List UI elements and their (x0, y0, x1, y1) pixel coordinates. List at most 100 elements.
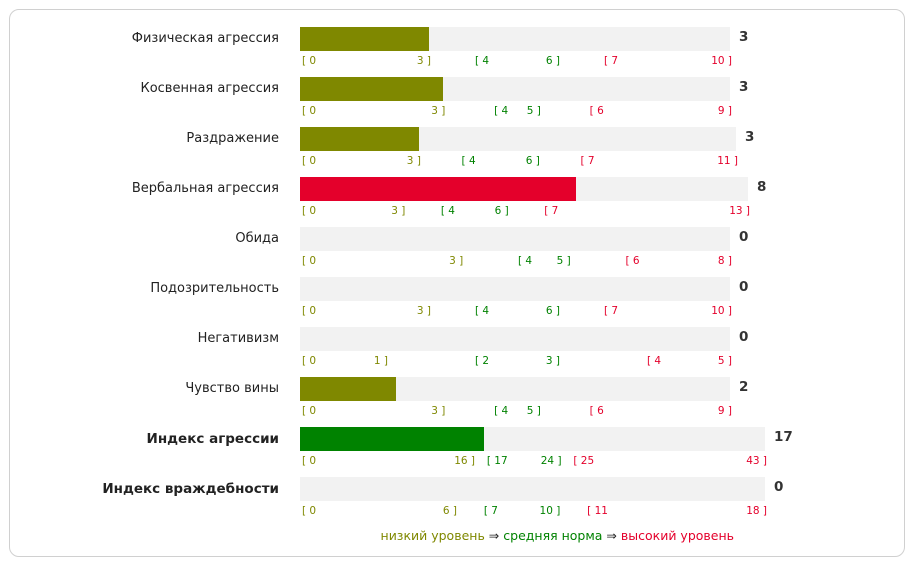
scale-bar (300, 27, 429, 51)
tick-label-low-end: 3 ] (431, 405, 446, 417)
legend-high: высокий уровень (620, 528, 734, 543)
tick-label-low-start: [ 0 (302, 205, 317, 217)
scale-label: Чувство вины (185, 381, 279, 396)
scale-value: 17 (774, 429, 793, 445)
tick-label-high-end: 13 ] (729, 205, 750, 217)
scale-row: Косвенная агрессия 3 [ 0 3 ] [ 4 5 ] [ 6 9 ] (0, 75, 913, 125)
legend-arrow-2: ⇒ (606, 528, 617, 543)
tick-label-low-end: 3 ] (391, 205, 406, 217)
tick-label-low-end: 3 ] (449, 255, 464, 267)
tick-label-mid-end: 10 ] (539, 505, 561, 517)
tick-label-high-start: [ 4 (647, 355, 662, 367)
tick-label-low-start: [ 0 (302, 305, 317, 317)
scale-bar (300, 127, 419, 151)
scale-label: Негативизм (197, 331, 279, 346)
tick-label-low-end: 3 ] (431, 105, 446, 117)
tick-label-low-start: [ 0 (302, 255, 317, 267)
tick-label-low-start: [ 0 (302, 505, 317, 517)
scale-track (300, 327, 730, 351)
tick-label-high-start: [ 25 (573, 455, 595, 467)
tick-label-low-start: [ 0 (302, 405, 317, 417)
tick-label-mid-end: 5 ] (526, 105, 541, 117)
tick-label-low-end: 3 ] (416, 305, 431, 317)
scale-value: 0 (739, 329, 749, 345)
tick-label-mid-start: [ 4 (518, 255, 533, 267)
scale-label: Раздражение (186, 131, 279, 146)
tick-label-mid-start: [ 4 (461, 155, 476, 167)
tick-label-mid-end: 5 ] (526, 405, 541, 417)
legend: низкий уровень ⇒ средняя норма ⇒ высокий… (0, 528, 734, 543)
tick-label-high-end: 11 ] (717, 155, 738, 167)
scale-bar (300, 77, 444, 101)
tick-label-mid-end: 3 ] (545, 355, 560, 367)
scale-row: Вербальная агрессия 8 [ 0 3 ] [ 4 6 ] [ 7 13 ] (0, 175, 913, 225)
scale-label: Подозрительность (150, 281, 279, 296)
legend-arrow-1: ⇒ (488, 528, 500, 543)
tick-label-high-end: 9 ] (717, 105, 732, 117)
scale-row: Индекс враждебности 0 [ 0 6 ] [ 7 10 ] [ 11 18 … (0, 475, 913, 525)
tick-label-low-end: 6 ] (442, 505, 457, 517)
tick-label-mid-start: [ 2 (475, 355, 490, 367)
scale-label: Индекс агрессии (146, 431, 279, 447)
tick-label-low-start: [ 0 (302, 355, 317, 367)
tick-label-mid-end: 24 ] (540, 455, 562, 467)
tick-label-mid-start: [ 4 (440, 205, 455, 217)
scale-track (300, 427, 765, 451)
tick-label-mid-end: 6 ] (545, 55, 560, 67)
tick-label-mid-start: [ 17 (486, 455, 508, 467)
tick-label-high-end: 10 ] (711, 55, 732, 67)
tick-label-high-start: [ 11 (587, 505, 608, 517)
legend-low: низкий уровень (380, 528, 485, 543)
tick-label-high-start: [ 7 (544, 205, 559, 217)
tick-label-high-start: [ 7 (604, 305, 619, 317)
scale-track (300, 227, 730, 251)
scale-value: 8 (757, 179, 767, 195)
scale-value: 3 (745, 129, 755, 145)
tick-label-low-start: [ 0 (302, 55, 317, 67)
scale-track (300, 377, 730, 401)
tick-label-high-start: [ 6 (589, 105, 604, 117)
tick-label-high-end: 18 ] (746, 505, 767, 517)
scale-value: 0 (739, 229, 749, 245)
scale-row: Физическая агрессия 3 [ 0 3 ] [ 4 6 ] [ 7 10 ] (0, 25, 913, 75)
scale-track (300, 27, 730, 51)
tick-label-low-end: 1 ] (373, 355, 388, 367)
scale-label: Индекс враждебности (102, 481, 279, 497)
scale-track (300, 177, 748, 201)
tick-label-high-start: [ 7 (580, 155, 595, 167)
scale-bar (300, 377, 396, 401)
scale-label: Физическая агрессия (131, 31, 279, 46)
scale-value: 0 (739, 279, 749, 295)
tick-label-mid-start: [ 4 (475, 305, 490, 317)
scale-track (300, 77, 730, 101)
scale-track (300, 277, 730, 301)
tick-label-high-end: 43 ] (746, 455, 767, 467)
scale-value: 3 (739, 79, 749, 95)
tick-label-high-start: [ 6 (589, 405, 604, 417)
scale-label: Вербальная агрессия (131, 181, 279, 196)
tick-label-high-end: 5 ] (717, 355, 732, 367)
tick-label-low-end: 16 ] (454, 455, 476, 467)
scale-row: Раздражение 3 [ 0 3 ] [ 4 6 ] [ 7 11 ] (0, 125, 913, 175)
tick-label-mid-end: 5 ] (556, 255, 571, 267)
scale-label: Косвенная агрессия (140, 81, 279, 96)
tick-label-mid-end: 6 ] (494, 205, 509, 217)
tick-label-low-end: 3 ] (406, 155, 421, 167)
tick-label-low-start: [ 0 (302, 155, 317, 167)
tick-label-mid-start: [ 7 (483, 505, 498, 517)
scale-row: Обида 0 [ 0 3 ] [ 4 5 ] [ 6 8 ] (0, 225, 913, 275)
tick-label-high-start: [ 6 (625, 255, 640, 267)
scale-bar (300, 427, 484, 451)
tick-label-high-start: [ 7 (604, 55, 619, 67)
scale-row: Подозрительность 0 [ 0 3 ] [ 4 6 ] [ 7 10 ] (0, 275, 913, 325)
scale-value: 2 (739, 379, 749, 395)
tick-label-high-end: 8 ] (717, 255, 732, 267)
scale-value: 0 (774, 479, 784, 495)
scale-bar (300, 177, 576, 201)
tick-label-high-end: 10 ] (711, 305, 732, 317)
tick-label-low-start: [ 0 (302, 105, 317, 117)
tick-label-mid-start: [ 4 (494, 405, 509, 417)
tick-label-mid-start: [ 4 (494, 105, 509, 117)
tick-label-mid-end: 6 ] (525, 155, 540, 167)
tick-label-high-end: 9 ] (717, 405, 732, 417)
